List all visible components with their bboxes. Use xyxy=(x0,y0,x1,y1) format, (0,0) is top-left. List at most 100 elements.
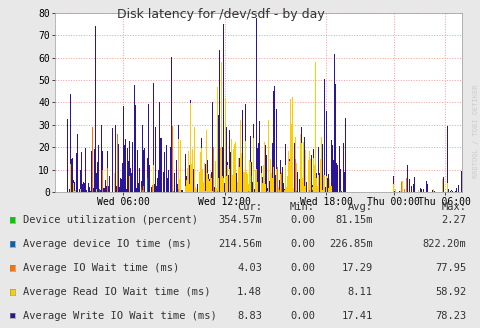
Bar xyxy=(264,184,265,192)
Text: Cur:: Cur: xyxy=(237,202,262,212)
Bar xyxy=(240,176,241,192)
Bar xyxy=(317,147,318,192)
Bar xyxy=(152,188,153,192)
Bar xyxy=(216,157,217,192)
Bar xyxy=(431,190,432,192)
Bar xyxy=(272,143,273,192)
Bar xyxy=(226,162,227,192)
Bar xyxy=(240,158,241,192)
Bar xyxy=(334,54,335,192)
Bar xyxy=(289,161,290,192)
Bar xyxy=(127,148,128,192)
Bar xyxy=(137,150,138,192)
Bar xyxy=(178,139,179,192)
Bar xyxy=(400,181,401,192)
Bar xyxy=(193,169,194,192)
Bar xyxy=(201,186,202,192)
Bar xyxy=(279,174,280,192)
Bar xyxy=(89,187,90,192)
Bar xyxy=(319,184,320,192)
Bar xyxy=(220,148,221,192)
Bar xyxy=(407,183,408,192)
Bar xyxy=(77,134,78,192)
Text: 58.92: 58.92 xyxy=(434,287,466,297)
Bar xyxy=(176,160,177,192)
Bar xyxy=(293,187,294,192)
Bar xyxy=(247,184,248,192)
Bar xyxy=(132,142,133,192)
Bar xyxy=(204,191,205,192)
Bar xyxy=(304,180,305,192)
Bar xyxy=(343,172,344,192)
Bar xyxy=(67,119,68,192)
Bar xyxy=(200,148,201,192)
Bar xyxy=(207,160,208,192)
Bar xyxy=(105,180,106,192)
Bar xyxy=(179,163,180,192)
Bar xyxy=(107,152,108,192)
Bar xyxy=(302,178,303,192)
Bar xyxy=(221,147,222,192)
Bar xyxy=(233,171,234,192)
Bar xyxy=(450,191,451,192)
Bar xyxy=(185,186,186,192)
Bar xyxy=(169,147,170,192)
Bar xyxy=(247,174,248,192)
Bar xyxy=(217,178,218,192)
Bar xyxy=(205,179,206,192)
Bar xyxy=(245,141,246,192)
Bar xyxy=(306,180,307,192)
Bar xyxy=(222,185,223,192)
Bar xyxy=(192,188,193,192)
Bar xyxy=(279,160,280,192)
Bar xyxy=(263,165,264,192)
Bar xyxy=(108,182,109,192)
Bar xyxy=(308,173,309,192)
Bar xyxy=(223,24,224,192)
Bar xyxy=(242,175,243,192)
Bar xyxy=(81,152,82,192)
Bar xyxy=(305,182,306,192)
Bar xyxy=(194,187,195,192)
Bar xyxy=(226,165,227,192)
Bar xyxy=(405,179,406,192)
Bar xyxy=(450,190,451,192)
Bar xyxy=(134,105,135,192)
Bar xyxy=(227,171,228,192)
Bar xyxy=(311,155,312,192)
Bar xyxy=(172,191,173,192)
Bar xyxy=(230,188,231,192)
Bar xyxy=(266,189,267,192)
Bar xyxy=(90,191,91,192)
Bar xyxy=(446,178,447,192)
Text: 822.20m: 822.20m xyxy=(422,239,466,249)
Bar xyxy=(102,170,103,192)
Bar xyxy=(96,173,97,192)
Bar xyxy=(114,173,115,192)
Bar xyxy=(72,180,73,192)
Bar xyxy=(141,181,142,192)
Bar xyxy=(113,169,114,192)
Bar xyxy=(410,186,411,192)
Bar xyxy=(161,181,162,192)
Bar xyxy=(405,183,406,192)
Bar xyxy=(202,169,203,192)
Bar xyxy=(234,142,235,192)
Bar xyxy=(262,183,263,192)
Text: 78.23: 78.23 xyxy=(434,311,466,320)
Bar xyxy=(235,174,236,192)
Bar xyxy=(312,149,313,192)
Bar xyxy=(142,190,143,192)
Bar xyxy=(273,91,274,192)
Bar xyxy=(129,141,130,192)
Bar xyxy=(71,159,72,192)
Text: Max:: Max: xyxy=(441,202,466,212)
Bar xyxy=(208,181,209,192)
Bar xyxy=(123,107,124,192)
Bar xyxy=(432,190,433,192)
Bar xyxy=(109,176,110,192)
Bar xyxy=(215,161,216,192)
Bar xyxy=(286,189,287,192)
Bar xyxy=(98,145,99,192)
Bar xyxy=(228,175,229,192)
